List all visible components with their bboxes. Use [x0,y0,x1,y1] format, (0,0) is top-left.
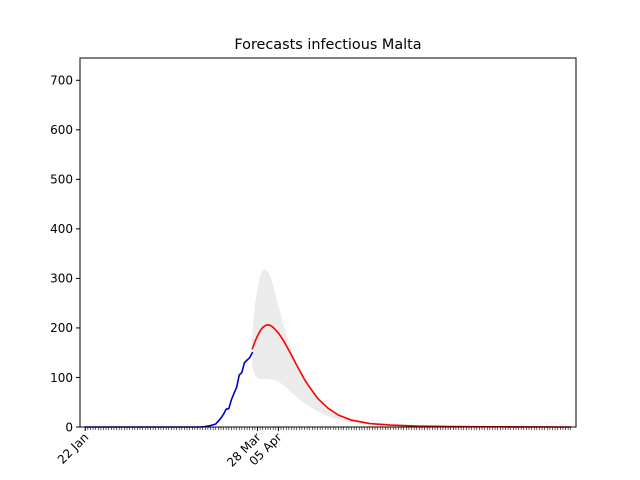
observed-series-line [84,351,254,428]
y-tick-label: 100 [50,371,73,385]
y-tick-label: 700 [50,74,73,88]
forecast-series-line [251,324,572,428]
y-tick-label: 500 [50,173,73,187]
y-tick-label: 600 [50,123,73,137]
chart-title: Forecasts infectious Malta [234,37,421,53]
y-tick-label: 400 [50,222,73,236]
y-tick-label: 200 [50,321,73,335]
y-tick-label: 0 [65,420,73,434]
y-tick-label: 300 [50,272,73,286]
